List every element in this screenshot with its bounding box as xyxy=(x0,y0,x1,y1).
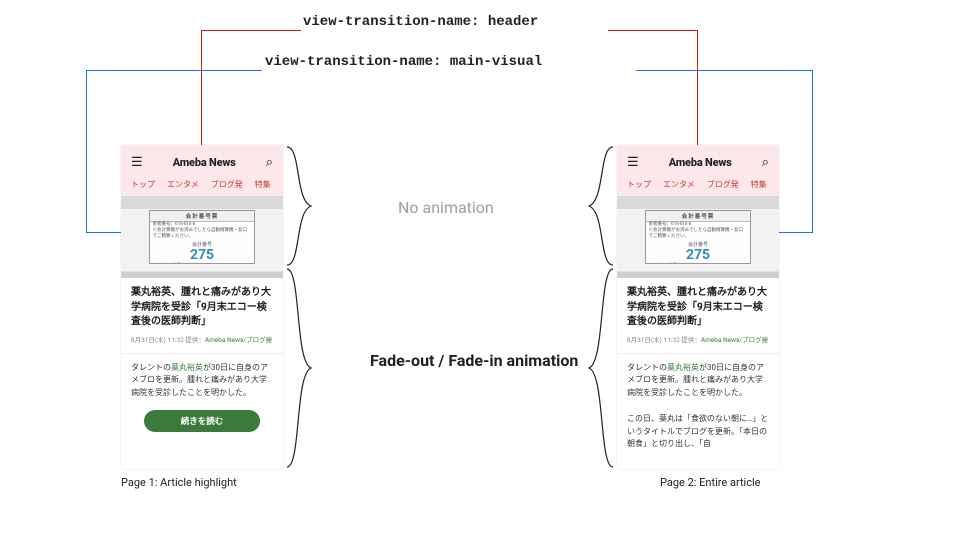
receipt-head: 会計番号票 xyxy=(150,211,255,222)
annotation-no-animation: No animation xyxy=(398,198,494,217)
meta-provider: 提供： xyxy=(681,336,701,344)
code-label-visual: view-transition-name: main-visual xyxy=(265,54,542,70)
connector-visual-left-h1 xyxy=(86,70,262,71)
connector-visual-right-v xyxy=(812,70,813,232)
receipt-num: 275 xyxy=(646,248,751,262)
phone1-tabs: トップ エンタメ ブログ発 特集 xyxy=(121,179,283,196)
connector-visual-right-h2 xyxy=(778,232,813,233)
tab-entame[interactable]: エンタメ xyxy=(663,179,695,190)
article-body-excerpt: タレントの薬丸裕英が30日に自身のアメブロを更新。腫れと痛みがあり大学病院を受診… xyxy=(131,362,273,400)
meta-source: Ameba News/ブログ発 xyxy=(205,336,272,344)
receipt-head: 会計番号票 xyxy=(646,211,751,222)
connector-header-right-v xyxy=(697,30,698,150)
receipt-num: 275 xyxy=(150,248,255,262)
phone2-tabs: トップ エンタメ ブログ発 特集 xyxy=(617,179,779,196)
article-meta: 8月31日(木) 11:32 提供：Ameba News/ブログ発 xyxy=(131,336,273,345)
phone2-header: ☰ Ameba News ⌕ xyxy=(617,145,779,179)
receipt-line2: ※会計算機がお済みでしたら自動精算機・窓口でご精算ください。 xyxy=(646,228,751,240)
phone-mock-page2: ☰ Ameba News ⌕ トップ エンタメ ブログ発 特集 会計番号票 患者… xyxy=(617,145,779,469)
phone2-content: 薬丸裕英、腫れと痛みがあり大学病院を受診「9月末エコー検査後の医師判断」 8月3… xyxy=(617,278,779,461)
article-title: 薬丸裕英、腫れと痛みがあり大学病院を受診「9月末エコー検査後の医師判断」 xyxy=(627,286,769,330)
connector-header-right-h xyxy=(608,30,698,31)
brace-left-top xyxy=(586,145,616,267)
phone2-main-visual: 会計番号票 患者番号：616-616-6 ※会計算機がお済みでしたら自動精算機・… xyxy=(617,196,779,278)
phone1-content: 薬丸裕英、腫れと痛みがあり大学病院を受診「9月末エコー検査後の医師判断」 8月3… xyxy=(121,278,283,442)
tab-top[interactable]: トップ xyxy=(131,179,155,190)
tab-entame[interactable]: エンタメ xyxy=(167,179,199,190)
divider xyxy=(121,353,283,354)
brace-right-bottom xyxy=(284,267,314,469)
caption-page1: Page 1: Article highlight xyxy=(121,476,237,489)
receipt-graphic: 会計番号票 患者番号：616-616-6 ※会計算機がお済みでしたら自動精算機・… xyxy=(149,210,256,264)
meta-date: 8月31日(木) 11:32 xyxy=(131,336,184,344)
read-more-button[interactable]: 続きを読む xyxy=(144,410,260,432)
tab-blog[interactable]: ブログ発 xyxy=(707,179,739,190)
body-para2: この日、薬丸は「食欲のない朝に…」というタイトルでブログを更新。「本日の朝食」と… xyxy=(627,414,768,449)
connector-visual-left-v xyxy=(86,70,87,232)
body-pre: タレントの xyxy=(627,363,667,372)
article-meta: 8月31日(木) 11:32 提供：Ameba News/ブログ発 xyxy=(627,336,769,345)
tab-special[interactable]: 特集 xyxy=(751,179,767,190)
connector-header-left-h xyxy=(201,30,301,31)
phone-mock-page1: ☰ Ameba News ⌕ トップ エンタメ ブログ発 特集 会計番号票 患者… xyxy=(121,145,283,469)
phone1-main-visual: 会計番号票 患者番号：616-616-6 ※会計算機がお済みでしたら自動精算機・… xyxy=(121,196,283,278)
connector-visual-left-h2 xyxy=(86,232,122,233)
article-title: 薬丸裕英、腫れと痛みがあり大学病院を受診「9月末エコー検査後の医師判断」 xyxy=(131,286,273,330)
menu-icon[interactable]: ☰ xyxy=(627,156,639,169)
receipt-graphic: 会計番号票 患者番号：616-616-6 ※会計算機がお済みでしたら自動精算機・… xyxy=(645,210,752,264)
brand-label: Ameba News xyxy=(669,156,732,169)
tab-special[interactable]: 特集 xyxy=(255,179,271,190)
brace-right-top xyxy=(284,145,314,267)
brace-left-bottom xyxy=(586,267,616,469)
caption-page2: Page 2: Entire article xyxy=(660,476,760,489)
search-icon[interactable]: ⌕ xyxy=(266,156,273,169)
phone1-header: ☰ Ameba News ⌕ xyxy=(121,145,283,179)
divider xyxy=(617,353,779,354)
meta-date: 8月31日(木) 11:32 xyxy=(627,336,680,344)
receipt-line2: ※会計算機がお済みでしたら自動精算機・窓口でご精算ください。 xyxy=(150,228,255,240)
search-icon[interactable]: ⌕ xyxy=(762,156,769,169)
annotation-fade-animation: Fade-out / Fade-in animation xyxy=(370,350,530,372)
code-label-header: view-transition-name: header xyxy=(303,14,538,30)
brand-label: Ameba News xyxy=(173,156,236,169)
diagram-canvas: view-transition-name: header view-transi… xyxy=(0,0,960,540)
menu-icon[interactable]: ☰ xyxy=(131,156,143,169)
tab-top[interactable]: トップ xyxy=(627,179,651,190)
meta-source: Ameba News/ブログ発 xyxy=(701,336,768,344)
article-body-full: タレントの薬丸裕英が30日に自身のアメブロを更新。腫れと痛みがあり大学病院を受診… xyxy=(627,362,769,452)
connector-visual-right-h1 xyxy=(636,70,813,71)
tab-blog[interactable]: ブログ発 xyxy=(211,179,243,190)
connector-header-left-v xyxy=(201,30,202,150)
body-keyword: 薬丸裕英 xyxy=(171,363,203,372)
body-pre: タレントの xyxy=(131,363,171,372)
meta-provider: 提供： xyxy=(185,336,205,344)
body-keyword: 薬丸裕英 xyxy=(667,363,699,372)
receipt-foot: ※お支払い後窓口ではありません。 xyxy=(646,262,751,264)
receipt-foot: ※お支払い後窓口ではありません。 xyxy=(150,262,255,264)
